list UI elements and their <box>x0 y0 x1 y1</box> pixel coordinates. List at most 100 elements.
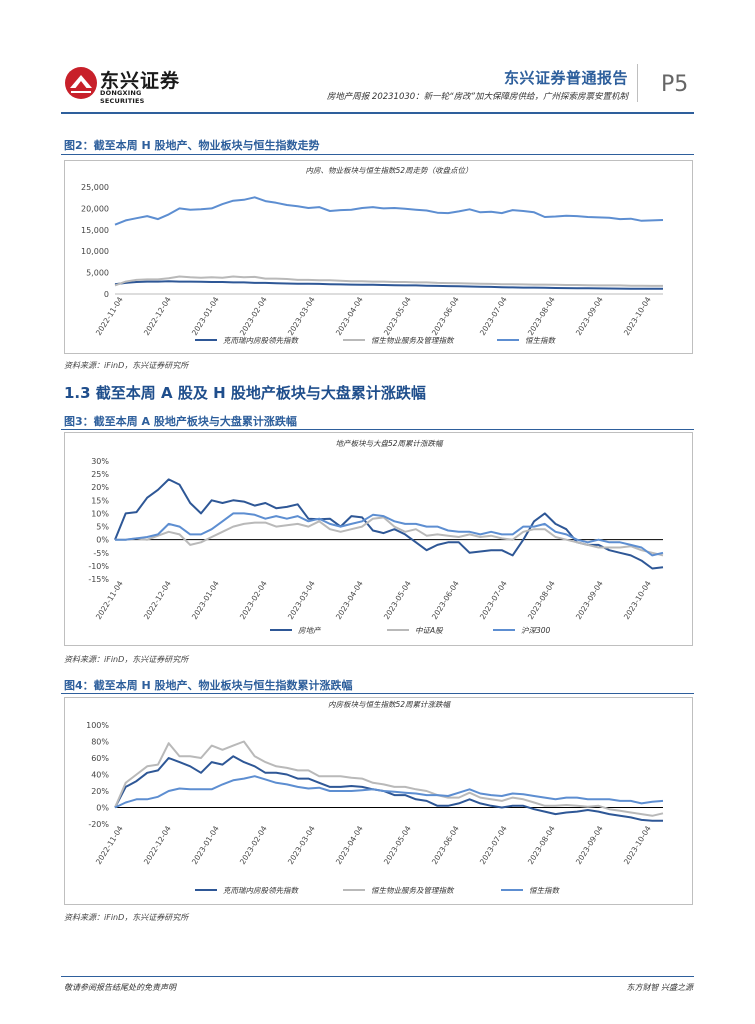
company-logo: 东兴证券 DONGXING SECURITIES <box>64 66 184 105</box>
y-tick-label: 15% <box>91 496 109 505</box>
report-type: 东兴证券普通报告 <box>503 69 628 87</box>
footer-disclaimer: 敬请参阅报告结尾处的免责声明 <box>64 983 176 992</box>
y-tick-label: 25% <box>91 470 109 479</box>
series-line-3 <box>114 775 664 809</box>
header-rule <box>61 112 694 114</box>
logo-name: 东兴证券 <box>100 70 181 92</box>
series-line-3 <box>114 196 664 226</box>
y-tick-label: 25,000 <box>81 183 109 192</box>
x-tick-label: 2023-07-04 <box>478 295 509 337</box>
y-tick-label: 10% <box>91 509 109 518</box>
legend-label: 沪深300 <box>521 626 551 635</box>
y-tick-label: 20% <box>91 483 109 492</box>
x-tick-label: 2023-08-04 <box>526 579 557 621</box>
figure-2-title: 图2：截至本周 H 股地产、物业板块与恒生指数走势 <box>64 139 320 152</box>
y-tick-label: 60% <box>91 754 109 763</box>
x-tick-label: 2023-08-04 <box>526 295 557 337</box>
header-divider <box>637 64 638 102</box>
figure-2-source: 资料来源：iFinD，东兴证券研究所 <box>64 361 189 370</box>
figure-3-chart: 地产板块与大盘52周累计涨跌幅 -15% -10% -5% 0% 5% 10% 15% 20% 2… <box>64 432 693 646</box>
y-tick-label: 40% <box>91 771 109 780</box>
footer-slogan: 东方财智 兴盛之源 <box>626 983 693 992</box>
figure-2-rule <box>61 154 694 155</box>
figure-4-chart: 内房板块与恒生指数52周累计涨跌幅 -20% 0% 20% 40% 60% 80% 100% 2… <box>64 697 693 905</box>
x-tick-label: 2022-12-04 <box>142 579 173 621</box>
y-tick-label: 0% <box>96 804 109 813</box>
legend-label: 恒生指数 <box>525 336 556 345</box>
x-tick-label: 2023-09-04 <box>574 295 605 337</box>
figure-4-rule <box>61 693 694 694</box>
x-tick-label: 2023-04-04 <box>334 295 365 337</box>
series-line-2 <box>114 275 663 287</box>
y-tick-label: -15% <box>88 575 109 584</box>
x-tick-label: 2023-02-04 <box>238 824 269 866</box>
chart-title: 地产板块与大盘52周累计涨跌幅 <box>335 439 444 448</box>
x-tick-label: 2023-10-04 <box>622 579 653 621</box>
figure-4-source: 资料来源：iFinD，东兴证券研究所 <box>64 913 189 922</box>
x-tick-label: 2023-06-04 <box>430 295 461 337</box>
x-tick-label: 2022-11-04 <box>94 579 125 621</box>
x-tick-label: 2022-12-04 <box>142 295 173 337</box>
x-tick-label: 2023-03-04 <box>286 824 317 866</box>
y-tick-label: 80% <box>91 738 109 747</box>
x-tick-label: 2023-05-04 <box>382 579 413 621</box>
logo-subtitle: DONGXING SECURITIES <box>100 89 145 105</box>
series-line-2 <box>115 516 664 557</box>
figure-3-source: 资料来源：iFinD，东兴证券研究所 <box>64 655 189 664</box>
y-tick-label: 20% <box>91 787 109 796</box>
y-tick-label: 5% <box>96 523 109 532</box>
y-tick-label: 0 <box>104 290 109 299</box>
x-tick-label: 2023-07-04 <box>478 824 509 866</box>
y-tick-label: 15,000 <box>81 226 109 235</box>
x-tick-label: 2023-04-04 <box>334 579 365 621</box>
series-line-1 <box>114 478 664 570</box>
legend-label: 中证A股 <box>415 626 444 635</box>
y-tick-label: -10% <box>88 562 109 571</box>
chart-title: 内房、物业板块与恒生指数52周走势（收盘点位） <box>305 166 472 175</box>
x-tick-label: 2023-01-04 <box>190 579 221 621</box>
x-tick-label: 2023-03-04 <box>286 579 317 621</box>
legend-label: 恒生物业服务及管理指数 <box>371 886 455 895</box>
x-tick-label: 2023-08-04 <box>526 824 557 866</box>
x-tick-label: 2022-11-04 <box>94 295 125 337</box>
figure-3-rule <box>61 429 694 430</box>
page-number: P5 <box>661 72 689 97</box>
figure-4-title: 图4：截至本周 H 股地产、物业板块与恒生指数累计涨跌幅 <box>64 679 353 692</box>
x-tick-label: 2023-03-04 <box>286 295 317 337</box>
chart-title: 内房板块与恒生指数52周累计涨跌幅 <box>328 700 452 709</box>
x-tick-label: 2023-01-04 <box>190 295 221 337</box>
x-tick-label: 2023-10-04 <box>622 295 653 337</box>
x-tick-label: 2023-02-04 <box>238 295 269 337</box>
series-line-1 <box>114 280 664 290</box>
x-tick-label: 2023-06-04 <box>430 824 461 866</box>
figure-2-svg: 内房、物业板块与恒生指数52周走势（收盘点位） 0 5,000 10,000 15,00… <box>81 166 664 345</box>
y-tick-label: 0% <box>96 536 109 545</box>
y-tick-label: 10,000 <box>81 247 109 256</box>
y-tick-label: -20% <box>88 820 109 829</box>
x-tick-label: 2023-05-04 <box>382 824 413 866</box>
legend-label: 恒生指数 <box>529 886 560 895</box>
series-line-1 <box>114 755 663 822</box>
series-line-3 <box>115 512 664 557</box>
x-tick-label: 2022-12-04 <box>142 824 173 866</box>
x-tick-label: 2022-11-04 <box>94 824 125 866</box>
series-line-2 <box>114 740 664 817</box>
section-heading: 1.3 截至本周 A 股及 H 股地产板块与大盘累计涨跌幅 <box>64 384 426 402</box>
y-tick-label: 5,000 <box>86 269 109 278</box>
footer-rule <box>61 976 694 977</box>
figure-2-chart: 内房、物业板块与恒生指数52周走势（收盘点位） 0 5,000 10,000 15,00… <box>64 160 693 354</box>
y-tick-label: -5% <box>93 549 109 558</box>
x-tick-label: 2023-10-04 <box>622 824 653 866</box>
page-header: 东兴证券 DONGXING SECURITIES 东兴证券普通报告 房地产周报 … <box>0 0 755 110</box>
y-tick-label: 30% <box>91 457 109 466</box>
x-tick-label: 2023-04-04 <box>334 824 365 866</box>
figure-4-svg: 内房板块与恒生指数52周累计涨跌幅 -20% 0% 20% 40% 60% 80% 100% 2… <box>86 700 664 895</box>
y-tick-label: 20,000 <box>81 204 109 213</box>
x-tick-label: 2023-09-04 <box>574 824 605 866</box>
legend-label: 恒生物业服务及管理指数 <box>371 336 455 345</box>
x-tick-label: 2023-05-04 <box>382 295 413 337</box>
x-tick-label: 2023-01-04 <box>190 824 221 866</box>
figure-3-title: 图3：截至本周 A 股地产板块与大盘累计涨跌幅 <box>64 415 297 428</box>
figure-3-svg: 地产板块与大盘52周累计涨跌幅 -15% -10% -5% 0% 5% 10% 15% 20% 2… <box>88 439 664 635</box>
x-tick-label: 2023-06-04 <box>430 579 461 621</box>
